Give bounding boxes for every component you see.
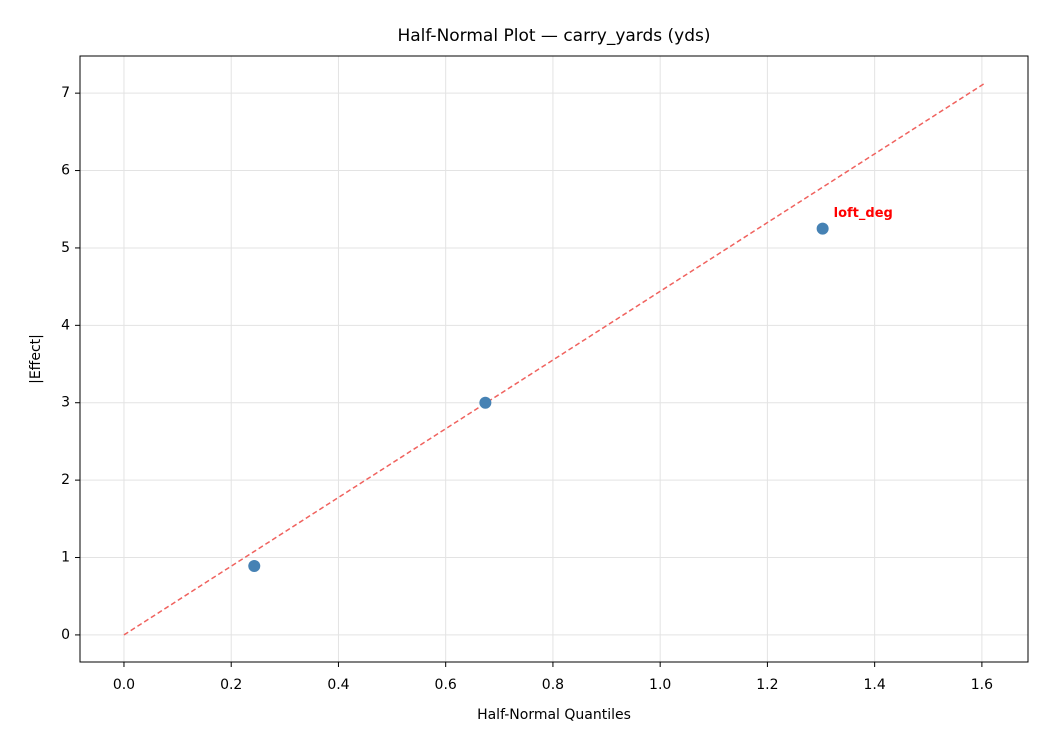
x-tick-label: 1.0 bbox=[649, 677, 671, 693]
y-tick-label: 1 bbox=[61, 550, 70, 566]
x-tick-label: 1.6 bbox=[971, 677, 993, 693]
y-axis-label: |Effect| bbox=[28, 334, 44, 384]
y-tick-label: 6 bbox=[61, 163, 70, 179]
y-tick-label: 3 bbox=[61, 395, 70, 411]
y-tick-label: 4 bbox=[61, 317, 70, 333]
x-tick-label: 0.0 bbox=[113, 677, 135, 693]
reference-line bbox=[123, 82, 986, 636]
plot-frame bbox=[79, 55, 1029, 663]
x-tick-label: 0.2 bbox=[220, 677, 242, 693]
x-axis-label: Half-Normal Quantiles bbox=[477, 707, 631, 723]
data-point bbox=[479, 396, 492, 409]
x-tick-label: 0.4 bbox=[327, 677, 349, 693]
x-tick-label: 1.4 bbox=[864, 677, 886, 693]
x-tick-label: 1.2 bbox=[756, 677, 778, 693]
y-tick-label: 2 bbox=[61, 472, 70, 488]
point-label: loft_deg bbox=[834, 206, 893, 221]
y-tick-label: 5 bbox=[61, 240, 70, 256]
data-point bbox=[248, 560, 261, 573]
y-tick-label: 0 bbox=[61, 627, 70, 643]
y-tick-label: 7 bbox=[61, 85, 70, 101]
data-point bbox=[816, 222, 829, 235]
chart-title: Half-Normal Plot — carry_yards (yds) bbox=[397, 26, 710, 46]
x-tick-label: 0.6 bbox=[435, 677, 457, 693]
x-tick-label: 0.8 bbox=[542, 677, 564, 693]
